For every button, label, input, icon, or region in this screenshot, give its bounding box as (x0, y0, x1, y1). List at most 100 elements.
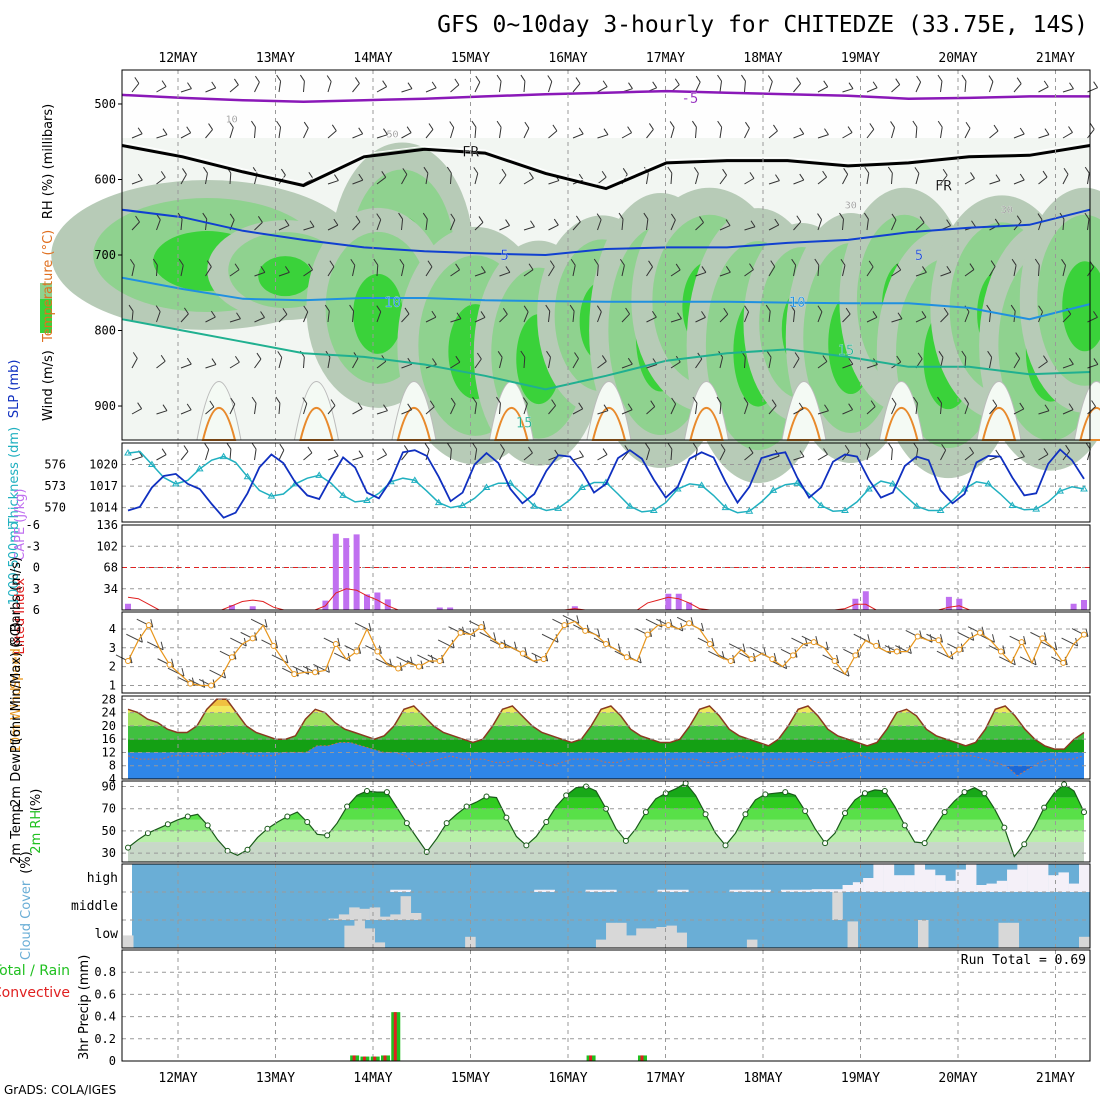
cape-bar (228, 605, 235, 610)
wind-barb-flag (403, 445, 409, 452)
wind-barb-flag (1061, 259, 1066, 266)
wind-barb-flag (995, 449, 1001, 457)
wind-barb-flag (309, 220, 315, 228)
temp-band-2 (128, 739, 1084, 753)
wind-barb-flag (773, 124, 778, 132)
wind-barb-flag (946, 265, 952, 273)
cloud-bar-low (595, 939, 607, 948)
contour-label-2: FR (935, 179, 952, 195)
wind-barb-flag (455, 355, 461, 363)
dewpoint-area (128, 742, 1084, 779)
wind-barb-flag (799, 127, 805, 135)
wind-barb-flag (693, 167, 699, 174)
p7-tick-4: 0.8 (94, 965, 116, 979)
rh-line-marker (364, 787, 370, 794)
wind-barb (915, 271, 927, 277)
temp-spike-contour (1079, 406, 1100, 441)
wind-barb (303, 356, 305, 369)
wind-barb (327, 455, 339, 461)
wind-barb (401, 409, 412, 415)
wind-barb-flag (475, 75, 481, 83)
wind-barb (254, 358, 262, 369)
wind-barb-flag (1016, 77, 1022, 84)
p2-li-tick-4: -6 (26, 518, 40, 532)
p1-thick-tick-0: 570 (44, 501, 66, 515)
precip-conv-bar (352, 1055, 356, 1061)
wind-barb-flag (791, 258, 797, 266)
cloud-bar-high (1068, 883, 1080, 892)
wind-barb (670, 219, 676, 231)
p3-barb-flag (316, 666, 320, 675)
wind-barb-flag (692, 442, 698, 450)
p3-barb-flag (378, 645, 382, 654)
wind-barb (842, 450, 850, 461)
wind-barb (1062, 132, 1073, 139)
p5-label-1: (%) (29, 789, 44, 812)
p4-tick-0: 4 (109, 772, 116, 786)
wind-barb-flag (916, 75, 922, 83)
wind-barb (1087, 128, 1095, 139)
cloud-frame (121, 863, 1091, 949)
rh-line-marker (921, 840, 928, 847)
wind-barb-flag (1015, 352, 1021, 359)
wind-barb-flag (619, 258, 625, 266)
wind-barb (156, 176, 166, 185)
cape-bar (384, 599, 391, 610)
p1-slp-tick-0: 1014 (89, 501, 118, 515)
wind-barb-flag (717, 74, 722, 82)
wind-barb-flag (1091, 400, 1096, 407)
wind-barb (940, 313, 949, 323)
rh-line-marker (563, 792, 570, 799)
p3-barb (209, 669, 226, 679)
wind-barb-flag (814, 258, 820, 266)
wind-barb-flag (276, 120, 281, 128)
wind-barb (523, 311, 529, 323)
cloud-bar-high (739, 889, 751, 892)
wind-barb (768, 455, 780, 461)
p0-ylabel-4: 900 (94, 399, 116, 413)
wind-speed-line-marker (790, 652, 797, 659)
wind-barb-flag (969, 263, 975, 270)
wind-barb (278, 127, 282, 139)
wind-barb (915, 81, 922, 93)
wind-barb-flag (1089, 123, 1095, 130)
wind-speed-line-marker (873, 642, 880, 649)
p5-tick-2: 70 (102, 802, 116, 816)
p3-barb (521, 654, 538, 664)
precip-conv-bar (640, 1055, 644, 1061)
wind-barb-flag (302, 397, 308, 404)
wind-barb-flag (229, 213, 235, 221)
wind-barb (646, 364, 658, 369)
wind-barb (156, 410, 168, 415)
wind-barb (401, 219, 404, 231)
precip-conv-bar (393, 1012, 397, 1061)
thickness-line-marker (554, 504, 563, 511)
wind-barb (891, 219, 897, 231)
wind-barb (278, 314, 288, 323)
rh-line-marker (881, 787, 888, 794)
wind-barb (891, 448, 893, 461)
p3-barb (146, 641, 164, 651)
cape-bar (675, 593, 682, 610)
p3-barb (895, 645, 912, 655)
wind-barb (817, 219, 823, 231)
wind-barb-flag (160, 355, 166, 362)
wind-barb-flag (454, 78, 460, 86)
wind-barb-flag (424, 443, 430, 450)
cape-bar (665, 593, 672, 610)
wind-barb-flag (254, 75, 260, 83)
wind-barb-flag (505, 219, 510, 226)
wind-barb-flag (765, 304, 771, 312)
wind-barb (719, 127, 723, 139)
wind-barb-flag (161, 448, 167, 455)
p3-tick-1: 2 (109, 660, 116, 674)
wind-barb-flag (990, 260, 996, 267)
wind-barb-flag (260, 311, 265, 318)
wind-speed-line-marker (228, 654, 235, 661)
p7-label-0: Total / Rain (0, 963, 70, 979)
p3-barb-flag (233, 651, 237, 660)
wind-speed-line-marker (1039, 635, 1046, 642)
wind-barb (156, 134, 168, 139)
wind-barb (670, 269, 681, 277)
cloud-bar-high (729, 889, 740, 892)
